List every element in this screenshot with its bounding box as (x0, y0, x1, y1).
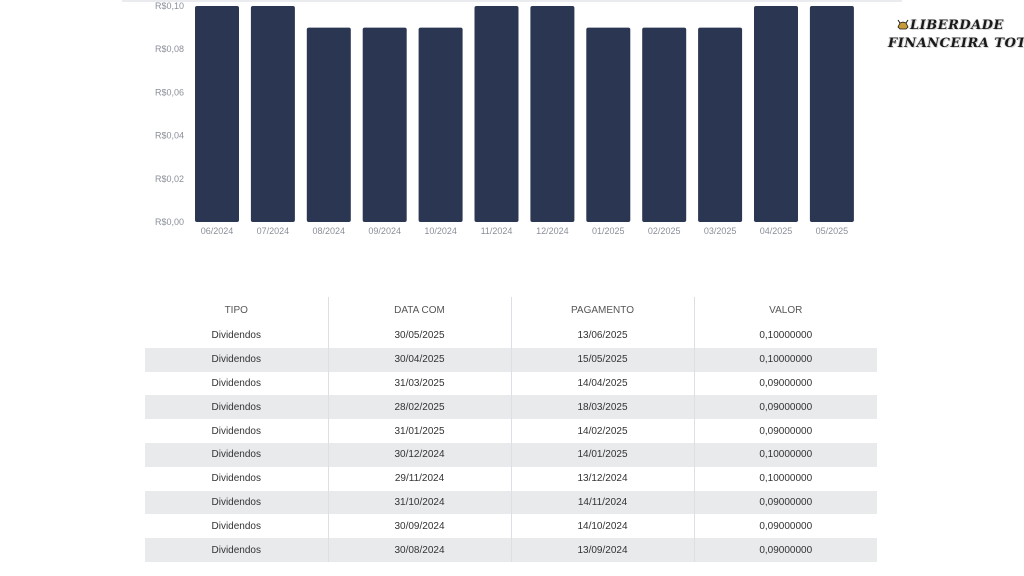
cell-pagamento: 15/05/2025 (510, 347, 694, 372)
bar-10-2024[interactable] (418, 27, 463, 222)
cell-valor: 0,10000000 (693, 466, 877, 491)
table-row: Dividendos 30/04/2025 15/05/2025 0,10000000 (145, 347, 877, 372)
cell-pagamento: 14/02/2025 (510, 419, 694, 443)
table-row: Dividendos 31/03/2025 14/04/2025 0,09000000 (145, 371, 877, 396)
y-tick-label: R$0,08 (155, 44, 184, 54)
x-tick-label: 11/2024 (481, 226, 513, 236)
cell-valor: 0,10000000 (693, 442, 877, 467)
y-tick-label: R$0,00 (155, 217, 184, 227)
cell-tipo: Dividendos (145, 490, 328, 515)
cell-tipo: Dividendos (145, 514, 328, 539)
bar-04-2025[interactable] (754, 6, 798, 222)
x-tick-label: 07/2024 (257, 226, 290, 236)
cell-data-com: 31/03/2025 (327, 371, 511, 396)
cell-pagamento: 13/12/2024 (510, 466, 694, 491)
cell-data-com: 30/04/2025 (327, 347, 511, 372)
cell-pagamento: 14/04/2025 (510, 371, 694, 396)
x-tick-label: 01/2025 (592, 226, 625, 236)
cell-pagamento: 14/01/2025 (510, 442, 694, 467)
x-tick-label: 10/2024 (424, 226, 457, 236)
cell-data-com: 30/09/2024 (327, 514, 511, 539)
bar-11-2024[interactable] (474, 6, 519, 222)
cell-pagamento: 18/03/2025 (510, 395, 694, 420)
table-row: Dividendos 30/09/2024 14/10/2024 0,09000000 (145, 514, 877, 539)
bar-01-2025[interactable] (586, 27, 631, 222)
bar-02-2025[interactable] (642, 27, 687, 222)
table-row: Dividendos 31/01/2025 14/02/2025 0,09000000 (145, 419, 877, 443)
cell-tipo: Dividendos (145, 538, 328, 562)
cell-tipo: Dividendos (145, 371, 328, 396)
cell-tipo: Dividendos (145, 442, 328, 467)
cell-tipo: Dividendos (145, 324, 328, 348)
cell-tipo: Dividendos (145, 395, 328, 420)
table-row: Dividendos 30/05/2025 13/06/2025 0,10000000 (145, 324, 877, 348)
cell-valor: 0,10000000 (693, 347, 877, 372)
table-body: Dividendos 30/05/2025 13/06/2025 0,10000000… (145, 324, 877, 562)
column-header-data-com[interactable]: DATA COM (327, 297, 511, 324)
cell-tipo: Dividendos (145, 347, 328, 372)
column-header-pagamento[interactable]: PAGAMENTO (510, 297, 694, 324)
x-tick-label: 08/2024 (313, 226, 346, 236)
column-header-tipo[interactable]: TIPO (224, 305, 248, 316)
table-header-row: TIPO DATA COM PAGAMENTO VALOR (145, 297, 877, 324)
table-row: Dividendos 31/10/2024 14/11/2024 0,09000000 (145, 490, 877, 515)
cell-data-com: 29/11/2024 (327, 466, 511, 491)
table-row: Dividendos 30/08/2024 13/09/2024 0,09000000 (145, 538, 877, 562)
y-tick-label: R$0,10 (155, 1, 184, 11)
cell-pagamento: 14/11/2024 (510, 490, 694, 515)
x-tick-label: 02/2025 (648, 226, 681, 236)
cell-tipo: Dividendos (145, 466, 328, 491)
dividends-table: TIPO DATA COM PAGAMENTO VALOR Dividendos… (145, 297, 877, 562)
cell-pagamento: 13/06/2025 (510, 324, 694, 348)
cell-valor: 0,09000000 (693, 419, 877, 443)
x-tick-label: 03/2025 (704, 226, 737, 236)
cell-valor: 0,09000000 (693, 490, 877, 515)
table-row: Dividendos 30/12/2024 14/01/2025 0,10000000 (145, 442, 877, 467)
cell-data-com: 31/01/2025 (327, 419, 511, 443)
bar-06-2024[interactable] (195, 6, 239, 222)
x-tick-label: 09/2024 (368, 226, 401, 236)
bull-icon (897, 19, 909, 30)
logo-text-line2: FINANCEIRA TOTAL (888, 36, 1024, 51)
y-tick-label: R$0,02 (155, 174, 184, 184)
cell-valor: 0,09000000 (693, 514, 877, 539)
dividend-bar-chart: R$0,00 R$0,02 R$0,04 R$0,06 R$0,08 R$0,10 06/2… (155, 1, 854, 236)
cell-valor: 0,10000000 (693, 324, 877, 348)
cell-data-com: 28/02/2025 (327, 395, 511, 420)
bar-09-2024[interactable] (362, 27, 407, 222)
cell-valor: 0,09000000 (693, 371, 877, 396)
cell-valor: 0,09000000 (693, 538, 877, 562)
bar-07-2024[interactable] (250, 6, 295, 222)
table-row: Dividendos 28/02/2025 18/03/2025 0,09000000 (145, 395, 877, 420)
x-tick-label: 12/2024 (536, 226, 569, 236)
cell-data-com: 30/05/2025 (327, 324, 511, 348)
bar-05-2025[interactable] (809, 6, 854, 222)
cell-valor: 0,09000000 (693, 395, 877, 420)
table-row: Dividendos 29/11/2024 13/12/2024 0,10000000 (145, 466, 877, 491)
brand-logo: LIBERDADE FINANCEIRA TOTAL (888, 16, 1024, 56)
logo-text-line1: LIBERDADE (910, 18, 1004, 33)
bar-12-2024[interactable] (530, 6, 575, 222)
cell-tipo: Dividendos (145, 419, 328, 443)
x-tick-label: 06/2024 (201, 226, 234, 236)
column-header-valor[interactable]: VALOR (693, 297, 877, 324)
x-tick-label: 05/2025 (816, 226, 849, 236)
cell-pagamento: 14/10/2024 (510, 514, 694, 539)
x-tick-label: 04/2025 (760, 226, 793, 236)
y-tick-label: R$0,04 (155, 131, 184, 141)
cell-data-com: 30/12/2024 (327, 442, 511, 467)
chart-top-border (122, 0, 902, 2)
y-tick-label: R$0,06 (155, 87, 184, 97)
bar-08-2024[interactable] (306, 27, 351, 222)
bar-03-2025[interactable] (698, 27, 743, 222)
cell-data-com: 31/10/2024 (327, 490, 511, 515)
cell-pagamento: 13/09/2024 (510, 538, 694, 562)
cell-data-com: 30/08/2024 (327, 538, 511, 562)
